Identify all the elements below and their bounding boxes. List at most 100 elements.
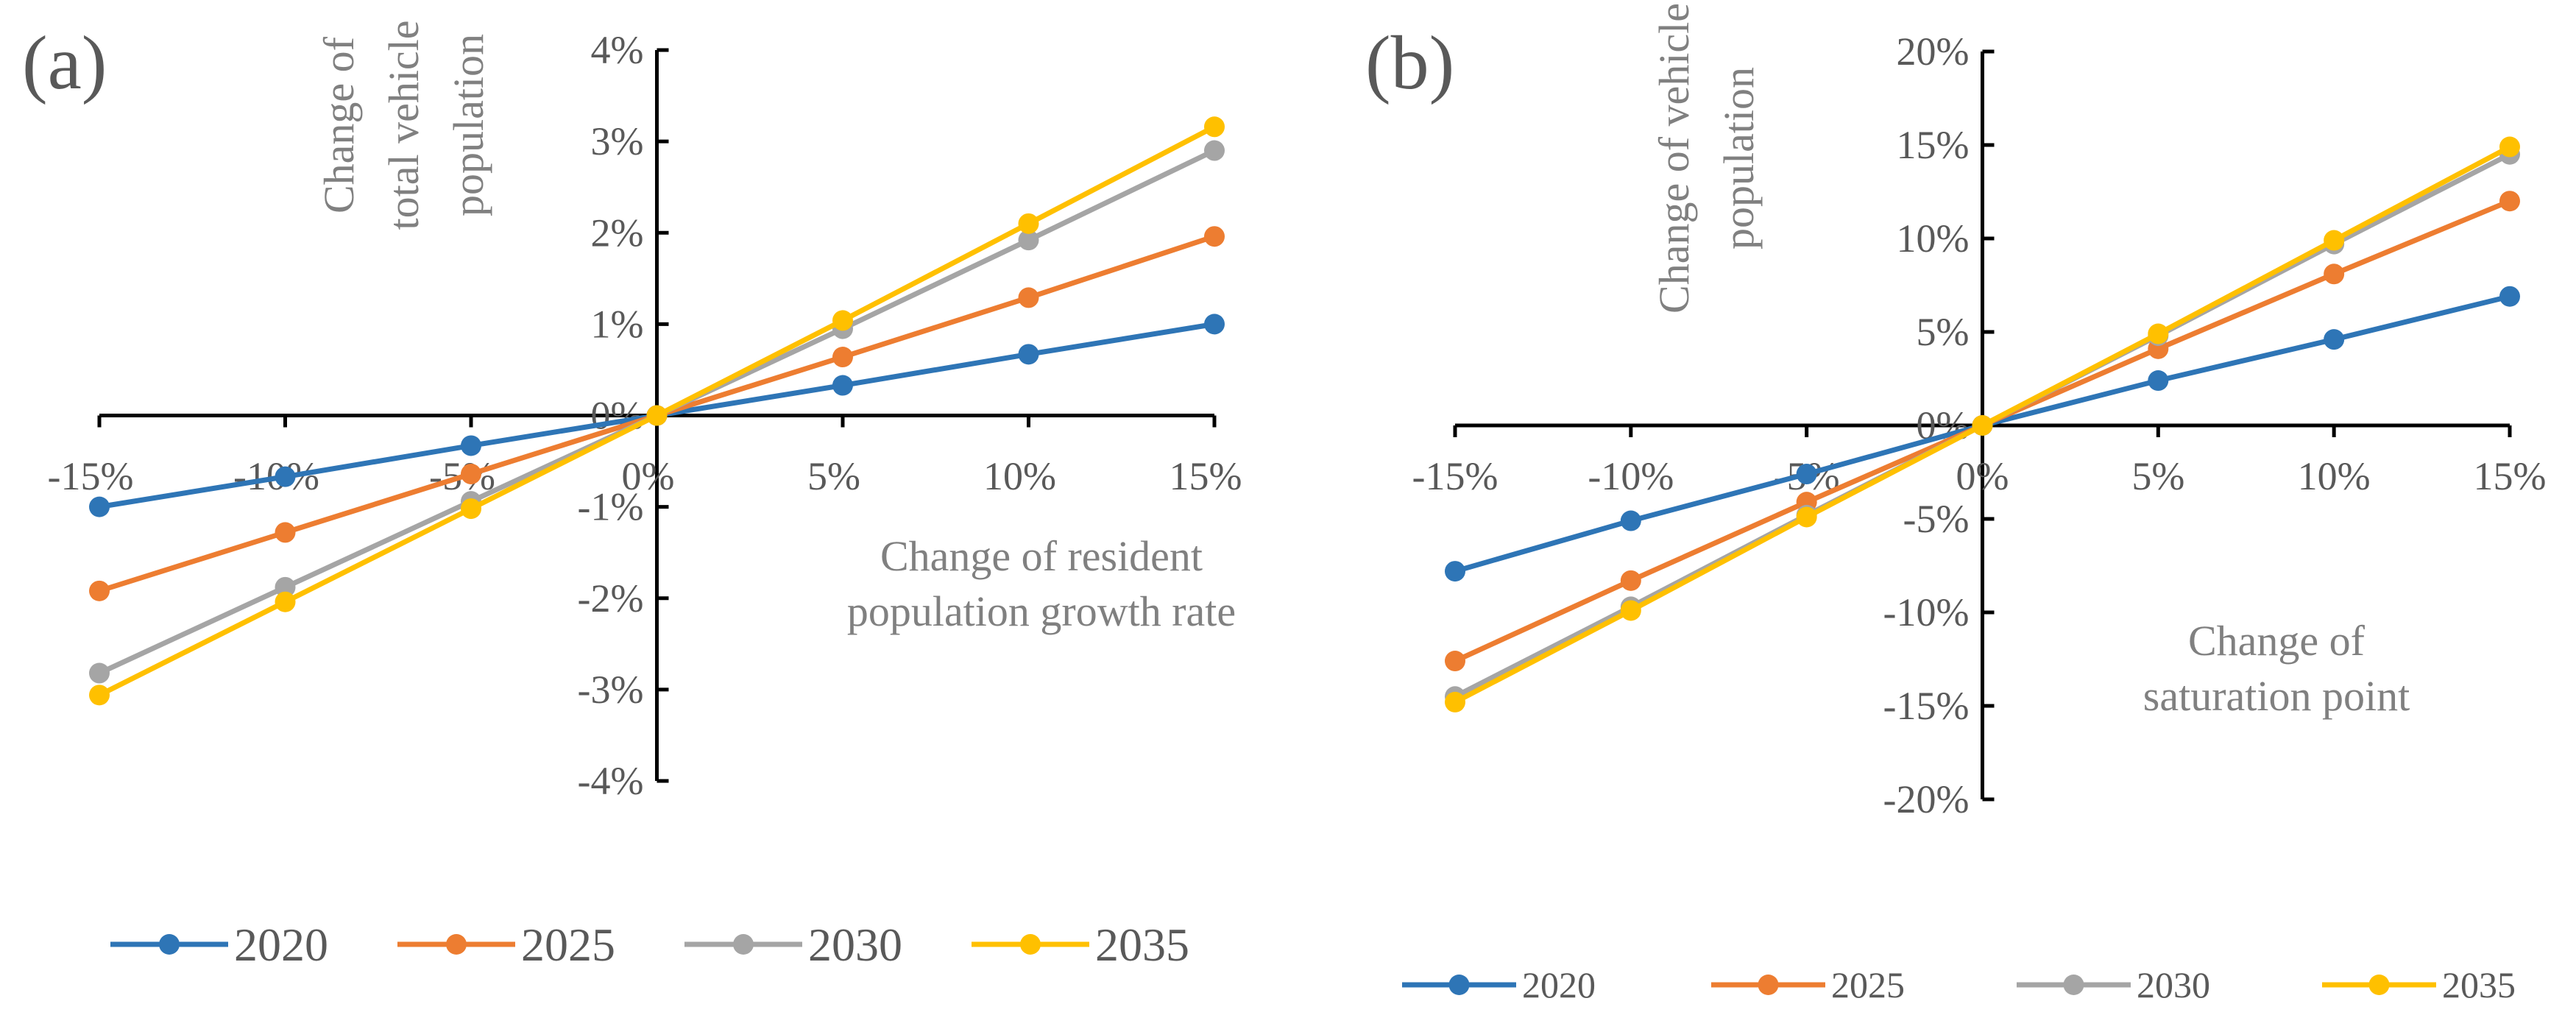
y-tick-label: -10%	[1883, 590, 1970, 634]
data-point-2035	[2499, 136, 2520, 158]
x-tick-label: 15%	[2474, 454, 2547, 498]
x-tick-label: 5%	[807, 454, 860, 498]
data-point-2025	[275, 522, 296, 543]
data-point-2025	[1445, 651, 1465, 672]
y-tick-label: 20%	[1897, 29, 1970, 74]
x-tick-label: -10%	[1588, 454, 1674, 498]
legend-marker-2035	[1020, 934, 1041, 955]
y-axis-title: Change of total vehicle population	[315, 20, 492, 230]
x-tick-label: 0%	[1956, 454, 2009, 498]
data-point-2020	[275, 466, 296, 487]
data-point-2025	[89, 580, 110, 601]
legend-marker-2030	[2063, 975, 2084, 995]
data-point-2020	[832, 375, 853, 396]
x-tick-label: 10%	[983, 454, 1056, 498]
data-point-2020	[1445, 561, 1465, 582]
x-axis-title: Change of resident population growth rate	[847, 532, 1236, 635]
data-point-2035	[275, 591, 296, 612]
data-point-2020	[2324, 329, 2345, 350]
data-point-2035	[89, 685, 110, 706]
legend-label: 2030	[808, 919, 902, 971]
x-axis-title: Change of saturation point	[2143, 617, 2410, 720]
x-tick-label: 0%	[622, 454, 675, 498]
y-tick-label: 3%	[591, 119, 644, 163]
data-point-2030	[275, 576, 296, 598]
y-axis-title-line: population	[445, 34, 492, 216]
x-tick-label: 15%	[1170, 454, 1242, 498]
data-point-2025	[1204, 226, 1225, 247]
panel-a-chart: (a)-15%-10%-5%0%5%10%15%4%3%2%1%0%-1%-2%…	[22, 20, 1242, 971]
data-point-2035	[1018, 213, 1039, 234]
y-tick-label: 10%	[1897, 216, 1970, 261]
y-axis-title-line: population	[1715, 67, 1763, 250]
x-tick-label: -15%	[1412, 454, 1498, 498]
data-point-2025	[1018, 287, 1039, 308]
y-tick-label: -2%	[578, 576, 644, 620]
legend-marker-2025	[1758, 975, 1779, 995]
panel-label: (a)	[22, 21, 107, 105]
y-tick-label: -3%	[578, 668, 644, 712]
x-axis-title-line: saturation point	[2143, 672, 2410, 720]
data-point-2025	[1620, 570, 1641, 591]
y-axis-title-line: Change of vehicle	[1650, 3, 1698, 314]
data-point-2035	[461, 498, 481, 520]
data-point-2035	[1796, 506, 1817, 528]
y-tick-label: -4%	[578, 759, 644, 803]
legend-marker-2035	[2368, 975, 2390, 995]
data-point-2035	[832, 310, 853, 331]
data-point-2025	[832, 347, 853, 368]
panel-b-chart: (b)-15%-10%-5%0%5%10%15%20%15%10%5%0%-5%…	[1365, 3, 2546, 1005]
data-point-2020	[461, 435, 481, 456]
legend-label: 2030	[2137, 964, 2210, 1005]
y-tick-label: -15%	[1883, 684, 1970, 728]
x-axis-title-line: Change of	[2188, 617, 2366, 665]
legend-label: 2025	[521, 919, 615, 971]
y-axis-title-line: total vehicle	[380, 20, 428, 230]
legend-label: 2035	[1095, 919, 1189, 971]
data-point-2025	[461, 463, 481, 484]
legend-marker-2030	[733, 934, 754, 955]
legend-label: 2035	[2442, 964, 2516, 1005]
legend-label: 2025	[1831, 964, 1905, 1005]
y-tick-label: 15%	[1897, 123, 1970, 167]
x-axis-title-line: Change of resident	[880, 532, 1203, 580]
data-point-2020	[1620, 510, 1641, 531]
data-point-2030	[1018, 230, 1039, 251]
data-point-2030	[89, 662, 110, 684]
data-point-2020	[89, 496, 110, 517]
data-point-2035	[1445, 691, 1465, 712]
y-axis-title: Change of vehicle population	[1650, 3, 1763, 314]
y-tick-label: -20%	[1883, 777, 1970, 821]
y-tick-label: -5%	[1903, 497, 1970, 541]
data-point-2020	[2499, 286, 2520, 307]
data-point-2020	[1796, 464, 1817, 485]
x-tick-label: 10%	[2298, 454, 2371, 498]
data-point-2020	[2148, 370, 2169, 392]
y-tick-label: 5%	[1917, 310, 1970, 354]
y-tick-label: 1%	[591, 302, 644, 346]
legend-label: 2020	[234, 919, 328, 971]
data-point-2035	[2148, 323, 2169, 344]
data-point-2035	[1204, 116, 1225, 138]
data-point-2035	[646, 405, 668, 426]
legend-marker-2020	[1448, 975, 1470, 995]
legend-marker-2025	[446, 934, 467, 955]
data-point-2025	[2324, 264, 2345, 285]
y-tick-label: 0%	[591, 394, 644, 438]
legend-label: 2020	[1522, 964, 1596, 1005]
y-tick-label: -1%	[578, 485, 644, 529]
data-point-2020	[1018, 344, 1039, 365]
y-tick-label: 2%	[591, 211, 644, 255]
y-tick-label: 4%	[591, 28, 644, 72]
data-point-2035	[1972, 415, 1993, 436]
legend-marker-2020	[159, 934, 180, 955]
data-point-2020	[1204, 314, 1225, 335]
x-tick-label: -15%	[48, 454, 134, 498]
data-point-2035	[1620, 600, 1641, 621]
x-axis-title-line: population growth rate	[847, 587, 1236, 635]
data-point-2030	[1204, 140, 1225, 161]
data-point-2025	[2499, 191, 2520, 212]
x-tick-label: 5%	[2131, 454, 2184, 498]
y-axis-title-line: Change of	[315, 36, 363, 213]
